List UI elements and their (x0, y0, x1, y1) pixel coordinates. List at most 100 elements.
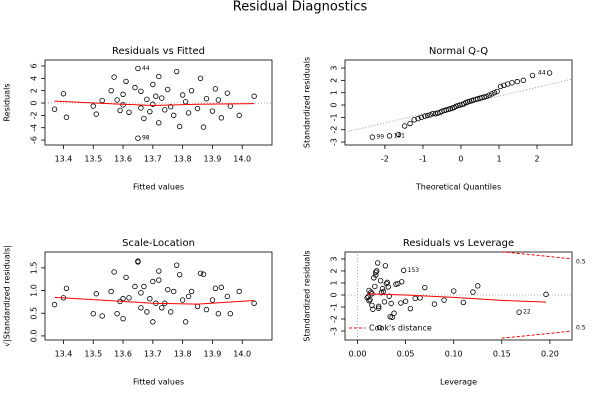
point (135, 65, 141, 72)
point (516, 309, 522, 315)
point (251, 300, 257, 306)
y-tick-label: -2 (30, 111, 39, 119)
point (150, 278, 156, 285)
cook-contour (501, 251, 573, 260)
y-axis-label: √|Standardized residuals| (3, 245, 12, 347)
y-tick-label: 2 (330, 78, 339, 83)
point (159, 95, 165, 101)
y-tick-label: 1.0 (30, 284, 39, 297)
point (126, 295, 132, 301)
x-tick-label: 0.10 (445, 350, 463, 359)
point (218, 115, 225, 121)
x-tick-label: 13.6 (114, 350, 132, 359)
x-tick-label: 0.05 (397, 350, 415, 359)
point (218, 284, 225, 291)
point (529, 72, 536, 79)
y-tick-label: 4 (30, 76, 39, 81)
point (51, 106, 58, 112)
point (185, 110, 192, 116)
x-tick-label: 0.20 (541, 350, 559, 359)
x-tick-label: 13.9 (204, 155, 222, 164)
point (395, 131, 402, 138)
y-tick-label: 0.5 (30, 307, 39, 320)
panel-title: Residuals vs Fitted (112, 46, 205, 57)
point (386, 133, 393, 139)
point (99, 313, 105, 319)
y-tick-label: -4 (30, 124, 39, 132)
point (51, 301, 58, 308)
point (374, 268, 380, 274)
point (411, 117, 417, 123)
x-tick-label: 13.8 (174, 155, 192, 164)
point (168, 309, 174, 315)
point (212, 285, 219, 291)
y-tick-label: 2 (330, 268, 339, 273)
point (147, 296, 153, 302)
point (375, 305, 382, 311)
point (370, 306, 376, 312)
point (236, 288, 242, 295)
point (138, 290, 144, 296)
point (441, 297, 447, 303)
cook-contour (501, 330, 573, 339)
y-axis-label: Standardized residuals (303, 57, 312, 148)
point (251, 93, 257, 99)
plot-frame (344, 59, 573, 146)
point-label: 44 (142, 65, 150, 72)
point (156, 277, 162, 283)
point (173, 68, 180, 75)
x-tick-label: 13.7 (144, 350, 162, 359)
y-tick-label: -3 (330, 138, 339, 146)
point (212, 86, 219, 92)
point (494, 88, 500, 95)
point (364, 295, 370, 301)
point (182, 319, 189, 325)
y-tick-label: -1 (330, 113, 339, 121)
point (165, 86, 171, 93)
x-tick-label: 0 (458, 155, 463, 164)
main-title: Residual Diagnostics (233, 0, 368, 15)
point (108, 288, 114, 295)
point (376, 324, 383, 331)
smooth-line (367, 293, 547, 303)
point (422, 113, 428, 119)
point (389, 314, 395, 321)
y-tick-label: -2 (330, 315, 339, 323)
point (182, 99, 189, 105)
point-label: 141 (393, 132, 405, 139)
point-label: 99 (376, 134, 384, 141)
point (114, 310, 120, 317)
smooth-line (54, 100, 255, 106)
point (486, 92, 492, 98)
point (422, 284, 428, 291)
point (497, 83, 504, 90)
point (179, 92, 186, 98)
point (153, 93, 159, 99)
point (514, 78, 520, 85)
point (138, 88, 144, 94)
point (491, 89, 498, 96)
point (372, 283, 378, 290)
point (209, 297, 216, 303)
point (144, 96, 150, 103)
point (215, 97, 222, 103)
point (111, 74, 117, 80)
y-tick-label: 1 (330, 280, 339, 285)
point (375, 260, 381, 266)
point (367, 296, 373, 303)
point (366, 287, 372, 294)
x-tick-label: 13.4 (55, 155, 73, 164)
point (138, 305, 144, 311)
point (407, 120, 413, 127)
point (120, 91, 126, 98)
point (197, 75, 204, 82)
point (150, 319, 156, 325)
y-tick-label: 1 (330, 90, 339, 95)
point (150, 101, 156, 107)
point (123, 274, 129, 281)
point (543, 291, 549, 298)
point (156, 268, 162, 274)
x-axis-label: Theoretical Quantiles (415, 183, 501, 192)
plot-frame (344, 251, 573, 341)
x-axis-label: Fitted values (133, 183, 184, 192)
